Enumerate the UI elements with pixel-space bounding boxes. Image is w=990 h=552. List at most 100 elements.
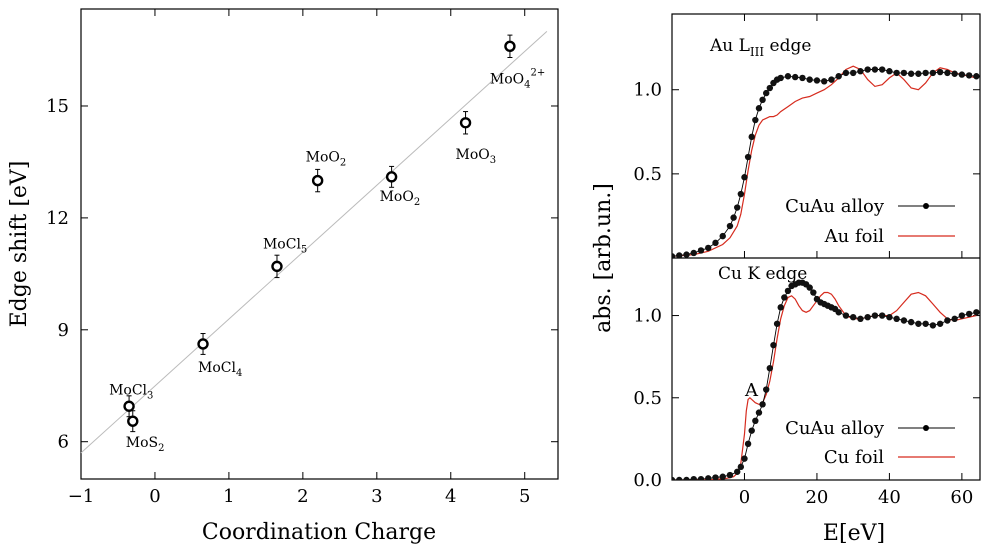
point-label-main: MoCl [198, 360, 236, 376]
top-alloy-point [922, 69, 929, 77]
point-label-sub: 3 [147, 390, 153, 401]
left-y-tick-label: 6 [58, 432, 69, 453]
top-alloy-point [752, 116, 759, 124]
top-alloy-point [828, 76, 835, 83]
point-marker [123, 400, 135, 412]
top-alloy-point [893, 69, 900, 77]
bottom-alloy-point [849, 314, 857, 321]
bottom-clipped-series [672, 279, 980, 480]
top-y-tick-label: 0.5 [633, 164, 662, 185]
right-x-axis-title: E[eV] [823, 521, 885, 546]
top-alloy-point [683, 251, 690, 258]
data-point: MoO3 [456, 111, 497, 166]
point-marker [271, 260, 283, 273]
bottom-alloy-point [773, 320, 781, 327]
bottom-y-tick-label: 0.0 [633, 470, 662, 491]
bottom-legend: CuAu alloy Cu foil [785, 418, 955, 468]
top-alloy-point [813, 77, 821, 84]
right-y-axis-title: abs. [arb.un.] [591, 183, 616, 333]
bottom-alloy-point [922, 320, 929, 327]
top-legend-foil-label: Au foil [824, 226, 885, 247]
left-x-tick-label: 3 [371, 486, 382, 507]
bottom-x-tick-label: 60 [950, 487, 973, 508]
left-plot-frame [80, 8, 559, 480]
top-alloy-point [712, 239, 719, 247]
point-label: MoCl3 [109, 382, 153, 401]
cu-edge-panel: 0.0 0.5 1.0 0 20 40 60 Cu K edge A CuAu alloy… [633, 14, 980, 508]
point-label: MoCl4 [198, 360, 242, 379]
top-foil-line [672, 65, 977, 257]
au-edge-panel: 0.5 1.0 Au LIII edge CuAu alloy Au foil [633, 36, 980, 258]
bottom-alloy-point [893, 315, 900, 323]
point-label: MoO42+ [490, 67, 545, 90]
top-alloy-point [857, 68, 864, 75]
top-legend-alloy-label: CuAu alloy [785, 196, 885, 217]
bottom-alloy-point [951, 315, 958, 323]
bottom-legend-foil-label: Cu foil [824, 447, 884, 468]
data-point: MoCl3 [109, 382, 153, 418]
bottom-alloy-point [726, 471, 734, 479]
point-label: MoS2 [126, 435, 165, 454]
point-label-main: MoO [456, 147, 490, 163]
bottom-alloy-point [810, 289, 817, 296]
top-alloy-point [936, 68, 944, 76]
bottom-alloy-point [697, 475, 705, 480]
top-y-ticks: 0.5 1.0 [633, 80, 980, 185]
bottom-alloy-point [741, 455, 748, 462]
bottom-alloy-point [842, 312, 850, 319]
bottom-alloy-point [676, 476, 683, 480]
cu-panel-title: Cu K edge [718, 264, 807, 284]
top-alloy-point [719, 232, 726, 240]
bottom-alloy-point [907, 318, 915, 326]
top-alloy-point [820, 78, 828, 85]
top-alloy-point [842, 69, 850, 77]
top-alloy-point [958, 71, 966, 78]
au-title-sub: III [750, 45, 764, 59]
top-alloy-point [973, 73, 980, 80]
top-series-group [672, 65, 980, 258]
top-alloy-point [835, 73, 842, 80]
top-alloy-point [784, 73, 792, 80]
top-alloy-point [766, 84, 774, 92]
top-alloy-point [748, 133, 755, 141]
bottom-alloy-point [763, 386, 770, 393]
bottom-y-tick-label: 0.5 [633, 388, 662, 409]
bottom-alloy-point [770, 341, 777, 349]
point-label: MoO2 [380, 189, 421, 208]
point-label-sup: 2+ [531, 67, 546, 78]
fit-line [80, 31, 548, 454]
point-label-sub: 2 [414, 197, 420, 208]
left-y-tick-label: 12 [46, 208, 69, 229]
bottom-alloy-point [759, 401, 766, 408]
point-label: MoO3 [456, 147, 497, 166]
top-alloy-point [944, 69, 951, 77]
left-x-axis-title: Coordination Charge [202, 520, 436, 545]
bottom-alloy-point [777, 304, 784, 311]
bottom-x-tick-label: 20 [805, 487, 828, 508]
top-alloy-point [755, 105, 763, 112]
au-title-suffix: edge [764, 36, 811, 56]
left-y-tick-label: 9 [58, 320, 69, 341]
point-label: MoO2 [306, 150, 347, 169]
top-alloy-point [730, 214, 737, 221]
point-marker [311, 174, 324, 187]
bottom-y-tick-label: 1.0 [633, 306, 662, 327]
left-x-tick-label: 4 [445, 486, 456, 507]
top-alloy-point [741, 174, 748, 181]
left-x-tick-label: 1 [223, 486, 234, 507]
top-legend: CuAu alloy Au foil [785, 196, 955, 247]
bottom-alloy-point [878, 312, 886, 319]
top-alloy-point [777, 74, 784, 82]
bottom-alloy-point [929, 322, 937, 329]
bottom-alloy-point [936, 320, 944, 327]
bottom-alloy-point [871, 312, 879, 319]
top-alloy-point [763, 89, 770, 97]
top-alloy-point [734, 204, 741, 211]
top-alloy-point [737, 190, 745, 198]
point-marker [385, 171, 398, 183]
au-title-main: Au L [709, 36, 750, 56]
data-point: MoCl5 [263, 236, 307, 279]
bottom-y-ticks: 0.0 0.5 1.0 [633, 306, 980, 491]
